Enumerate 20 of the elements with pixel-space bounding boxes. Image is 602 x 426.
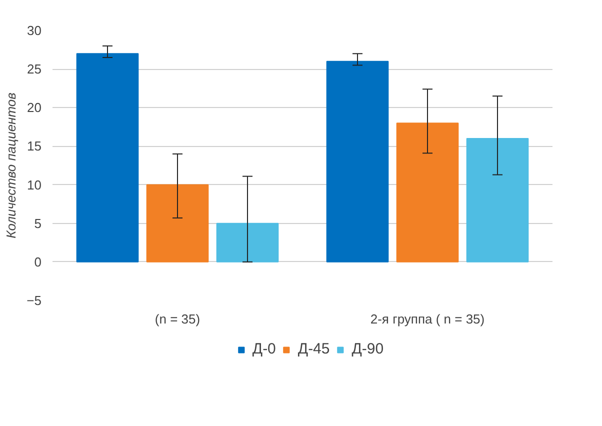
legend-label: Д-45	[298, 340, 330, 358]
bar	[216, 222, 279, 262]
bar	[76, 53, 139, 262]
y-tick-label: −5	[26, 293, 42, 308]
y-tick-label: 0	[34, 254, 42, 270]
y-tick-label: 20	[27, 100, 42, 116]
bar	[146, 184, 209, 262]
bar	[466, 138, 529, 262]
y-axis-title: Количество пациентов	[4, 92, 19, 238]
legend-label: Д-0	[252, 340, 276, 358]
x-tick-label: 2-я группа ( n = 35)	[370, 312, 485, 326]
y-tick-label: 5	[34, 216, 42, 231]
y-tick-label: 25	[27, 62, 42, 77]
y-tick-label: 10	[27, 177, 42, 192]
y-tick-label: 30	[27, 23, 42, 38]
bar	[396, 122, 459, 262]
legend-label: Д-90	[352, 340, 384, 358]
y-tick-label: 15	[27, 138, 42, 154]
x-tick-label: (n = 35)	[154, 312, 200, 326]
bar	[326, 60, 389, 262]
